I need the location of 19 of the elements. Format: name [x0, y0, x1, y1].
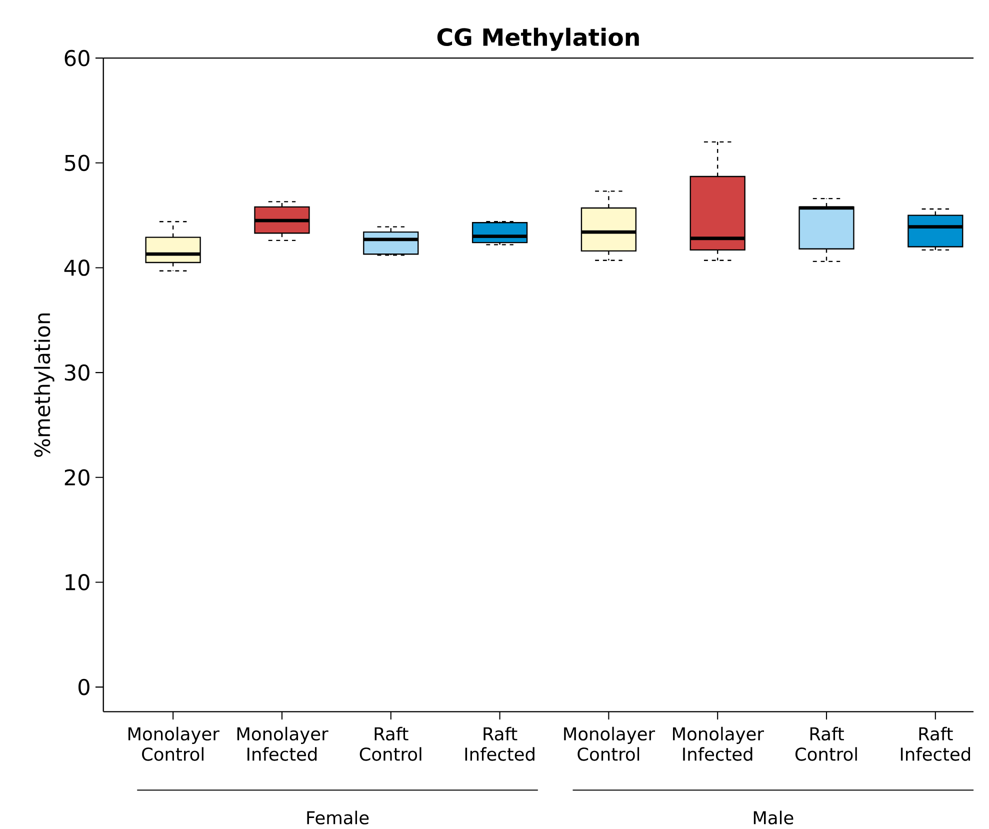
- x-tick-label: Raft Infected: [465, 726, 534, 761]
- x-tick-label: Monolayer Infected: [237, 726, 328, 761]
- x-tick-label: Raft Infected: [900, 726, 970, 761]
- y-tick-label: 0: [78, 678, 90, 696]
- x-tick-label: Raft Control: [360, 726, 422, 761]
- text: Female: [307, 810, 369, 825]
- x-tick-label: Monolayer Infected: [673, 726, 764, 761]
- y-tick-label: 50: [64, 154, 90, 172]
- y-tick-label: 30: [64, 364, 90, 381]
- chart-title: CG Methylation: [437, 28, 639, 51]
- text: Male: [754, 810, 794, 825]
- x-tick-label: Raft Control: [795, 726, 857, 761]
- y-tick-label: 60: [64, 50, 90, 66]
- y-tick-label: 10: [66, 574, 90, 591]
- x-tick-label: Monolayer Control: [128, 726, 220, 761]
- x-tick-label: Monolayer Control: [564, 726, 656, 761]
- y-axis-title: %methylation: [34, 314, 54, 457]
- y-tick-label: 40: [64, 260, 90, 276]
- y-tick-label: 20: [64, 469, 90, 486]
